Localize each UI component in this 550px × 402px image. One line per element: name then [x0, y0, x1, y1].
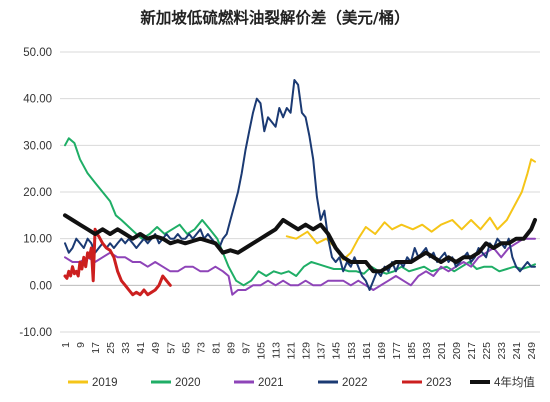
x-tick-label: 201: [436, 342, 448, 360]
x-tick-label: 241: [511, 342, 523, 360]
y-tick-label: 30.00: [23, 140, 52, 152]
x-tick-label: 73: [195, 342, 207, 354]
series-line-2023: [63, 227, 172, 297]
y-tick-label: 40.00: [23, 94, 52, 106]
x-tick-label: 1: [60, 342, 72, 348]
x-tick-label: 49: [150, 342, 162, 354]
series-line-4年均值: [63, 213, 537, 274]
x-tick-label: 233: [496, 342, 508, 360]
x-tick-label: 81: [210, 342, 222, 354]
x-tick-label: 169: [376, 342, 388, 360]
y-tick-label: 20.00: [23, 187, 52, 199]
x-tick-label: 121: [286, 342, 298, 360]
y-tick-label: 0.00: [30, 280, 52, 292]
y-tick-label: -10.00: [19, 327, 52, 339]
chart-title: 新加坡低硫燃料油裂解价差（美元/桶）: [140, 9, 410, 27]
x-tick-label: 105: [256, 342, 268, 360]
legend-label: 2023: [426, 377, 452, 389]
x-tick-label: 97: [240, 342, 252, 354]
legend-label: 2020: [175, 377, 201, 389]
x-tick-label: 185: [406, 342, 418, 360]
x-tick-label: 33: [120, 342, 132, 354]
x-tick-label: 177: [391, 342, 403, 360]
x-tick-label: 17: [90, 342, 102, 354]
legend-label: 2019: [92, 377, 118, 389]
x-tick-label: 153: [346, 342, 358, 360]
x-tick-label: 137: [316, 342, 328, 360]
x-tick-label: 25: [105, 342, 117, 354]
x-tick-label: 41: [135, 342, 147, 354]
legend-label: 4年均值: [494, 375, 535, 389]
x-tick-label: 9: [75, 342, 87, 348]
x-tick-label: 145: [331, 342, 343, 360]
legend-label: 2021: [258, 377, 284, 389]
series-line-2020: [64, 137, 536, 287]
x-tick-label: 161: [361, 342, 373, 360]
legend-label: 2022: [342, 377, 368, 389]
x-tick-label: 249: [526, 342, 538, 360]
x-tick-label: 217: [466, 342, 478, 360]
x-tick-label: 225: [481, 342, 493, 360]
x-tick-label: 113: [271, 342, 283, 359]
x-tick-label: 65: [180, 342, 192, 354]
x-tick-label: 193: [421, 342, 433, 360]
x-tick-label: 89: [225, 342, 237, 354]
series-line-2022: [64, 79, 536, 291]
x-tick-label: 57: [165, 342, 177, 354]
y-tick-label: 10.00: [23, 234, 52, 246]
x-tick-label: 129: [301, 342, 313, 360]
x-tick-label: 209: [451, 342, 463, 360]
y-tick-label: 50.00: [23, 47, 52, 59]
